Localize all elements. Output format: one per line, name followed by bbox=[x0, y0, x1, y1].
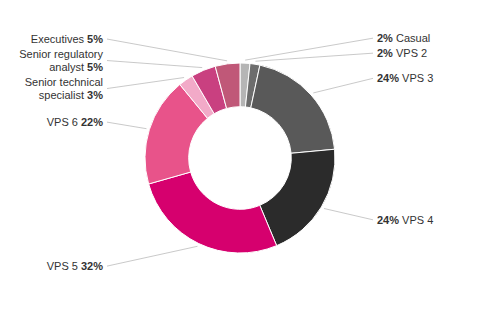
svg-text:Senior technicalspecialist 3%: Senior technicalspecialist 3% bbox=[25, 76, 103, 101]
svg-text:2% Casual: 2% Casual bbox=[377, 32, 430, 44]
svg-text:Executives 5%: Executives 5% bbox=[31, 33, 103, 45]
svg-text:2% VPS 2: 2% VPS 2 bbox=[377, 47, 427, 59]
svg-text:24% VPS 3: 24% VPS 3 bbox=[377, 72, 433, 84]
svg-text:24% VPS 4: 24% VPS 4 bbox=[377, 214, 433, 226]
svg-text:Senior regulatoryanalyst 5%: Senior regulatoryanalyst 5% bbox=[19, 48, 103, 73]
svg-text:VPS 6 22%: VPS 6 22% bbox=[47, 116, 103, 128]
svg-text:VPS 5 32%: VPS 5 32% bbox=[47, 260, 103, 272]
